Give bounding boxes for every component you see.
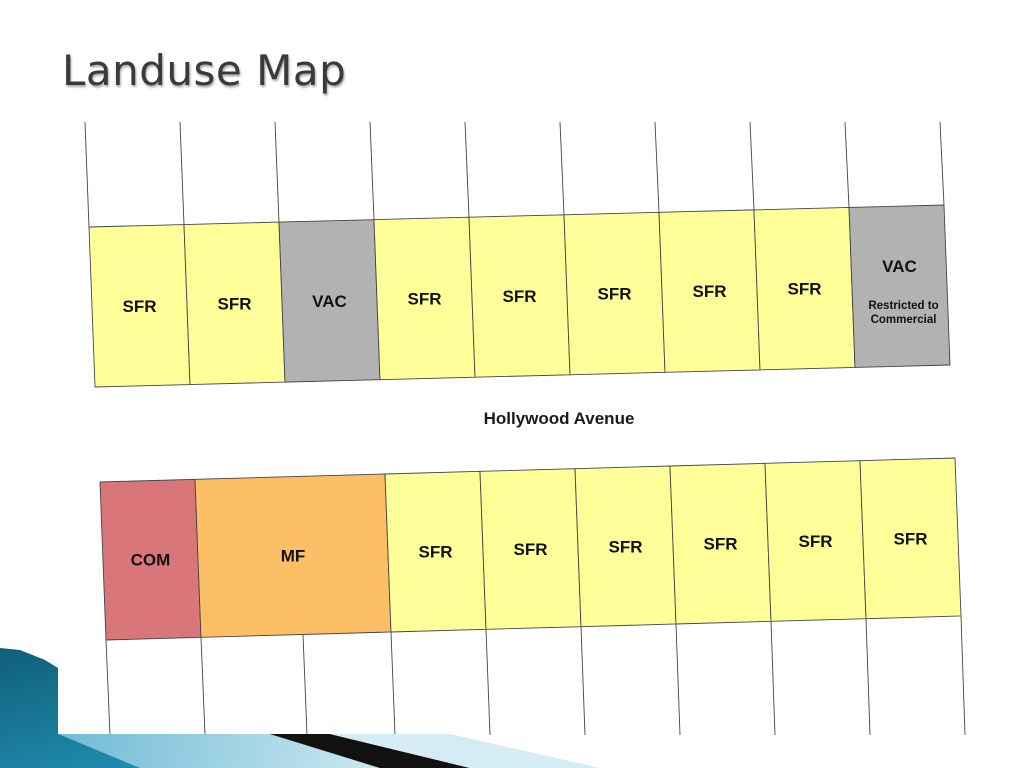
street-label: Hollywood Avenue (484, 409, 635, 428)
north-lot-line (179, 121, 185, 225)
south-parcel-3-label: SFR (419, 543, 453, 562)
north-parcel-9-note-line1: Restricted to (868, 300, 938, 312)
south-lot-line (675, 623, 681, 736)
north-lot-line (84, 121, 90, 228)
slide-title: Landuse Map (62, 46, 347, 95)
north-parcel-5-label: SFR (503, 287, 537, 306)
south-lot-line (770, 621, 776, 736)
north-parcel-6-label: SFR (598, 285, 632, 304)
south-lot-line (200, 637, 206, 736)
south-lot-line (960, 615, 966, 736)
north-parcel-9-label: VAC (882, 257, 917, 276)
south-lot-line (105, 639, 111, 736)
south-lot-line (485, 629, 491, 736)
north-lot-line (559, 121, 565, 215)
north-parcel-lines (84, 121, 945, 228)
south-parcel-5-label: SFR (609, 537, 643, 556)
south-parcel-4-label: SFR (514, 540, 548, 559)
north-parcel-4-label: SFR (408, 289, 442, 308)
north-parcel-9-note-line2: Commercial (871, 314, 937, 326)
north-parcel-9 (848, 204, 951, 368)
south-parcel-6-label: SFR (704, 535, 738, 554)
south-parcel-1-label: COM (131, 551, 171, 570)
south-lot-line (302, 634, 308, 736)
south-parcel-8-label: SFR (894, 529, 928, 548)
north-block-parcels: SFR SFR VAC SFR SFR SFR SFR SFR VAC Restricted to… (88, 204, 951, 388)
north-lot-line (844, 121, 850, 208)
south-lot-line (580, 626, 586, 736)
south-parcel-7-label: SFR (799, 532, 833, 551)
north-lot-line (369, 121, 375, 220)
north-parcel-1-label: SFR (123, 297, 157, 316)
north-parcel-3-label: VAC (312, 292, 347, 311)
north-parcel-8-label: SFR (788, 280, 822, 299)
north-lot-line (274, 121, 280, 223)
south-block-parcels: COM MF SFR SFR SFR SFR SFR SFR (99, 457, 962, 641)
north-parcel-2-label: SFR (218, 294, 252, 313)
north-lot-line (464, 121, 470, 218)
north-lot-line (749, 121, 755, 210)
south-lot-line (865, 618, 871, 736)
south-lot-line (390, 631, 396, 736)
north-lot-line (654, 121, 660, 213)
north-parcel-7-label: SFR (693, 282, 727, 301)
south-parcel-2-label: MF (281, 547, 306, 566)
north-lot-line (939, 121, 945, 206)
